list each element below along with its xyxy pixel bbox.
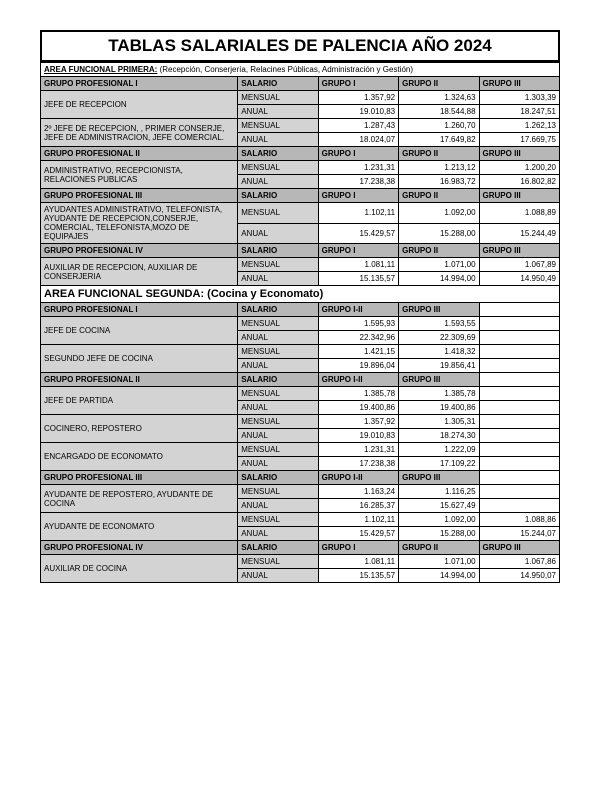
col-salario: SALARIO [238,77,318,91]
page-title: TABLAS SALARIALES DE PALENCIA AÑO 2024 [40,30,560,62]
group-header: GRUPO PROFESIONAL III [41,471,238,485]
role-name: COCINERO, REPOSTERO [41,415,238,443]
role-name: AYUDANTE DE REPOSTERO, AYUDANTE DE COCIN… [41,485,238,513]
col-g2: GRUPO II [399,77,479,91]
role-name: AYUDANTES ADMINISTRATIVO, TELEFONISTA, A… [41,203,238,244]
area-header-1: AREA FUNCIONAL PRIMERA: (Recepción, Cons… [41,63,560,77]
group-header: GRUPO PROFESIONAL II [41,373,238,387]
role-name: AUXILIAR DE RECEPCION, AUXILIAR DE CONSE… [41,258,238,286]
role-name: JEFE DE COCINA [41,317,238,345]
col-g3: GRUPO III [479,77,559,91]
role-name: AUXILIAR DE COCINA [41,555,238,583]
role-name: JEFE DE RECEPCION [41,91,238,119]
role-name: ENCARGADO DE ECONOMATO [41,443,238,471]
salary-table: AREA FUNCIONAL PRIMERA: (Recepción, Cons… [40,62,560,583]
role-name: SEGUNDO JEFE DE COCINA [41,345,238,373]
role-name: AYUDANTE DE ECONOMATO [41,513,238,541]
group-header: GRUPO PROFESIONAL II [41,147,238,161]
group-header: GRUPO PROFESIONAL IV [41,244,238,258]
group-header: GRUPO PROFESIONAL I [41,77,238,91]
group-header: GRUPO PROFESIONAL I [41,303,238,317]
col-g1: GRUPO I [318,77,398,91]
area-header-2: AREA FUNCIONAL SEGUNDA: (Cocina y Econom… [41,286,560,303]
role-name: 2º JEFE DE RECEPCION, , PRIMER CONSERJE,… [41,119,238,147]
group-header: GRUPO PROFESIONAL IV [41,541,238,555]
group-header: GRUPO PROFESIONAL III [41,189,238,203]
role-name: ADMINISTRATIVO, RECEPCIONISTA, RELACIONE… [41,161,238,189]
role-name: JEFE DE PARTIDA [41,387,238,415]
